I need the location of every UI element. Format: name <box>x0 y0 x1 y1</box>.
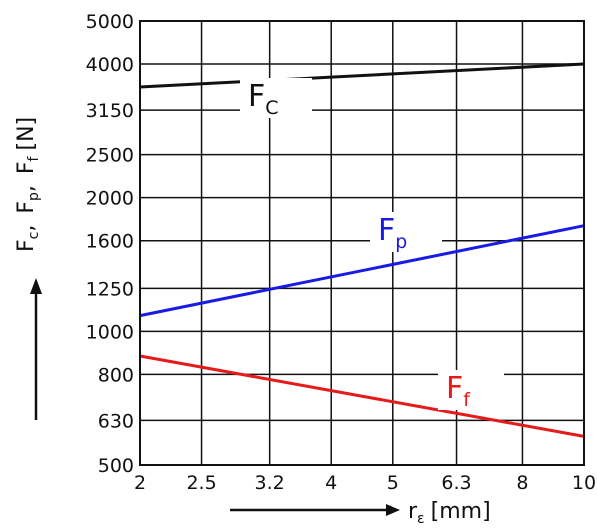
y-axis-title-sub2: p <box>26 192 42 201</box>
x-tick-label: 3.2 <box>255 472 285 494</box>
y-tick-label: 2000 <box>86 188 134 210</box>
series-label-bg <box>438 370 504 410</box>
y-tick-label: 1250 <box>86 278 134 300</box>
series-label-sub: C <box>265 97 278 119</box>
x-axis-title: rε [mm] <box>230 499 491 527</box>
x-tick-label: 2 <box>134 472 146 494</box>
y-tick-label: 5000 <box>86 11 134 33</box>
x-axis-title-unit: [mm] <box>431 499 491 524</box>
y-axis-title-f2: F <box>14 201 39 214</box>
series-line-FC <box>139 62 585 89</box>
series-lines <box>139 62 585 438</box>
y-axis-arrow-head <box>30 278 42 294</box>
series-label: Ff <box>446 371 471 411</box>
series-label-sub: p <box>395 231 407 253</box>
y-tick-label: 2500 <box>86 145 134 167</box>
grid <box>139 20 585 466</box>
series-label: Fp <box>378 213 407 253</box>
y-tick-label: 1000 <box>86 321 134 343</box>
y-tick-label: 1600 <box>86 231 134 253</box>
x-axis-title-sub: ε <box>417 511 425 527</box>
y-axis-title-unit: [N] <box>14 117 39 151</box>
svg-text:Fc, Fp, Ff[N]: Fc, Fp, Ff [N] <box>14 117 42 252</box>
series-label: FC <box>248 79 279 119</box>
series-label-main: F <box>446 371 463 406</box>
x-tick-label: 8 <box>516 472 528 494</box>
y-tick-label: 4000 <box>86 54 134 76</box>
series-label-bg <box>240 78 312 118</box>
x-tick-label: 4 <box>325 472 337 494</box>
plot-frame <box>139 20 585 466</box>
y-axis-title-sub3: f <box>26 155 42 161</box>
x-axis-title-main: r <box>408 499 418 524</box>
y-axis-title-sep2: , <box>14 185 39 192</box>
x-tick-label: 5 <box>387 472 399 494</box>
series-line-Fp <box>139 224 585 318</box>
y-tick-labels: 500 630 800 1000 1250 1600 2000 2500 3150 4000 500… <box>86 11 134 477</box>
y-tick-label: 630 <box>98 410 134 432</box>
y-axis-title-f3: F <box>14 161 39 174</box>
series-line-Ff <box>139 354 585 438</box>
y-tick-label: 800 <box>98 364 134 386</box>
y-axis-title-sep1: , <box>14 225 39 232</box>
svg-text:rε[mm]: rε [mm] <box>408 499 491 527</box>
x-axis-arrow-head <box>386 504 400 516</box>
series-label-sub: f <box>463 389 471 411</box>
series-label-main: F <box>378 213 395 248</box>
y-tick-label: 500 <box>98 455 134 477</box>
x-tick-label: 10 <box>572 472 596 494</box>
y-axis-title-sub1: c <box>26 232 42 240</box>
y-tick-label: 3150 <box>86 100 134 122</box>
x-tick-label: 6.3 <box>441 472 471 494</box>
x-tick-labels: 2 2.5 3.2 4 5 6.3 8 10 <box>134 472 596 494</box>
x-tick-label: 2.5 <box>186 472 216 494</box>
y-axis-title: Fc, Fp, Ff [N] <box>14 117 42 420</box>
series-label-main: F <box>248 79 265 114</box>
series-label-bg <box>370 212 442 252</box>
y-axis-title-f1: F <box>14 239 39 252</box>
